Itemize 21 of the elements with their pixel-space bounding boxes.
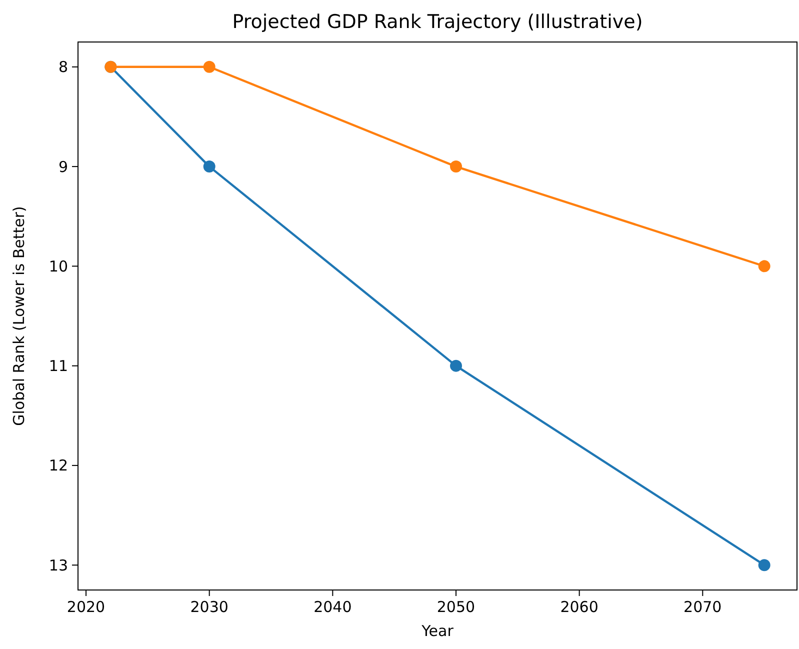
y-tick-label: 8: [58, 58, 68, 76]
point: [450, 360, 462, 372]
point: [758, 559, 770, 572]
x-tick-label: 2050: [436, 598, 476, 616]
x-tick-label: 2070: [684, 598, 722, 616]
point: [450, 160, 462, 173]
point: [203, 60, 216, 73]
y-tick-label: 9: [58, 158, 68, 176]
point: [758, 260, 770, 272]
chart-title: Projected GDP Rank Trajectory (Illustrative): [232, 11, 643, 33]
x-tick-label: 2030: [190, 598, 228, 616]
point: [203, 160, 216, 173]
x-tick-label: 2060: [560, 598, 598, 616]
x-tick-label: 2040: [314, 598, 352, 616]
y-axis-title: Global Rank (Lower is Better): [10, 206, 28, 426]
y-tick-label: 12: [48, 456, 68, 475]
y-tick-label: 11: [48, 357, 68, 376]
x-axis-title: Year: [420, 622, 454, 640]
y-tick-label: 10: [48, 257, 68, 276]
x-tick-label: 2020: [66, 598, 106, 616]
y-tick-label: 13: [48, 556, 68, 574]
